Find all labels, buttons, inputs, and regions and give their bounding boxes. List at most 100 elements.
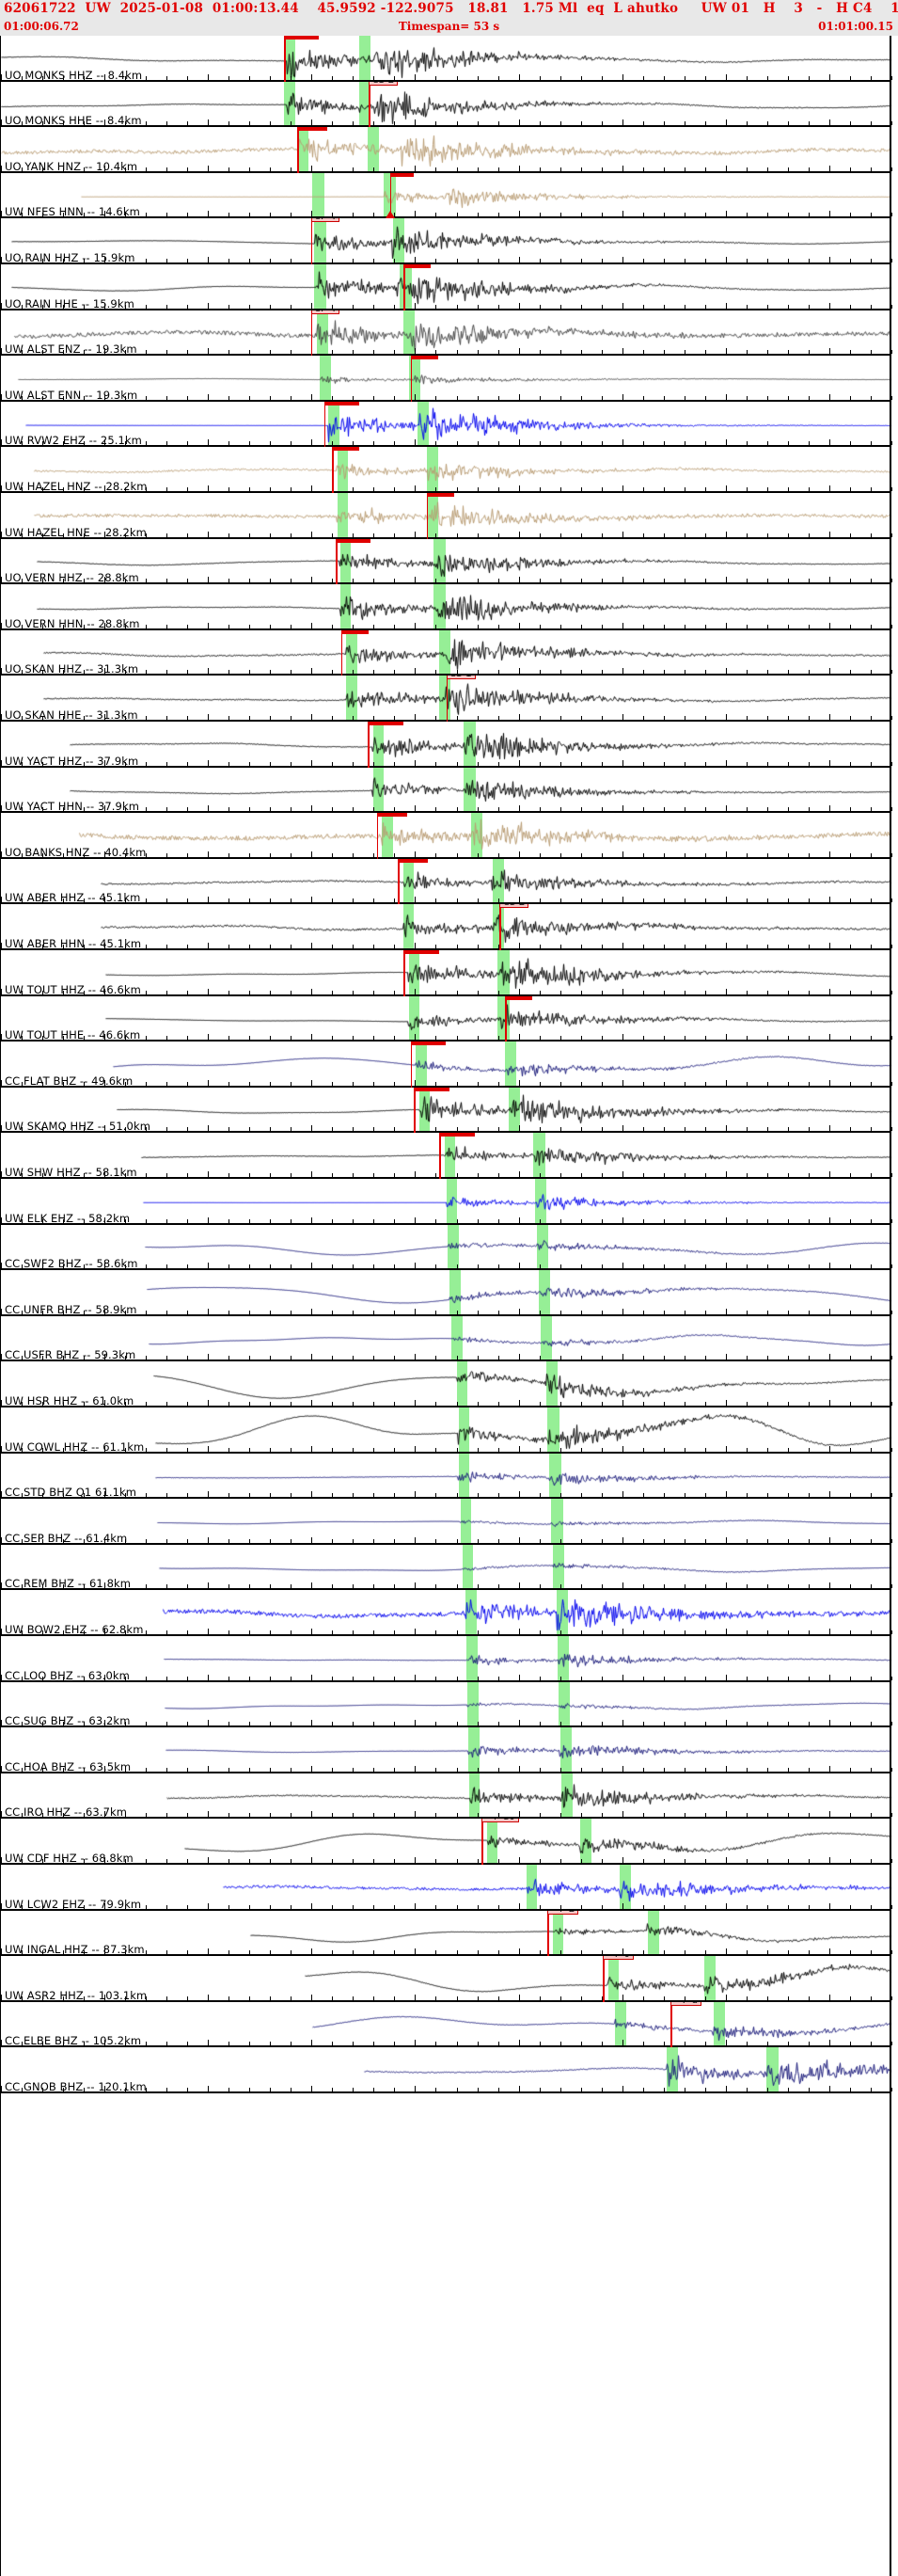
- trace-row[interactable]: CC HOA BHZ -- 63.5km: [0, 1727, 898, 1773]
- trace-row[interactable]: UO SKAN HHZ -- 31.3kmeP 2: [0, 629, 898, 676]
- pick-line[interactable]: [410, 1042, 413, 1088]
- trace-row[interactable]: UW SKAMO HHZ -- 51.0km* P d0: [0, 1087, 898, 1134]
- pick-line[interactable]: [426, 493, 429, 539]
- trace-row[interactable]: CC SWF2 BHZ -- 58.6km: [0, 1224, 898, 1271]
- pick-line[interactable]: [438, 1133, 441, 1179]
- trace-row[interactable]: UW ABER HHN -- 45.1kmeS 2: [0, 904, 898, 950]
- pick-label[interactable]: * P d0: [323, 401, 360, 405]
- pick-line[interactable]: [403, 950, 405, 996]
- trace-row[interactable]: UW HAZEL HNE -- 28.2kmeS 2: [0, 493, 898, 539]
- trace-row[interactable]: UW ELK EHZ -- 58.2km: [0, 1179, 898, 1225]
- trace-row[interactable]: CC SUG BHZ -- 63.2km: [0, 1681, 898, 1728]
- pick-label[interactable]: * P d0: [438, 1133, 475, 1137]
- pick-label[interactable]: * P c0: [284, 36, 319, 40]
- pick-label[interactable]: * P d0: [403, 950, 439, 954]
- trace-row[interactable]: UW COWL HHZ -- 61.1km: [0, 1407, 898, 1454]
- pick-line[interactable]: [368, 722, 370, 768]
- trace-row[interactable]: UW HAZEL HNZ -- 28.2kmeP 3: [0, 447, 898, 493]
- pick-label[interactable]: eS 2: [499, 904, 529, 909]
- pick-label[interactable]: iP d1: [376, 813, 407, 818]
- pick-line[interactable]: [398, 858, 400, 905]
- trace-row[interactable]: UW CDF HHZ -- 68.8km* P d0: [0, 1819, 898, 1865]
- pick-label[interactable]: * P d0: [414, 1087, 450, 1091]
- pick-line[interactable]: [369, 81, 370, 128]
- trace-row[interactable]: UO SKAN HHE -- 31.3kmeS 1: [0, 676, 898, 722]
- trace-row[interactable]: UO MONKS HHE -- 8.4kmeS 2: [0, 81, 898, 128]
- pick-line[interactable]: [310, 218, 313, 264]
- pick-line[interactable]: [389, 172, 392, 219]
- pick-label[interactable]: iS 1: [389, 172, 415, 177]
- pick-label[interactable]: eP 4: [310, 310, 340, 314]
- trace-row[interactable]: UW LCW2 EHZ -- 79.9km: [0, 1865, 898, 1911]
- pick-label[interactable]: eS 2: [505, 995, 533, 1000]
- pick-label[interactable]: * P c0: [336, 538, 370, 543]
- trace-row[interactable]: UW ALST ENN -- 19.3kmeS 2: [0, 356, 898, 402]
- pick-line[interactable]: [336, 538, 338, 585]
- trace-row[interactable]: UW SHW HHZ -- 58.1km* P d0: [0, 1133, 898, 1179]
- pick-label[interactable]: eP 4: [310, 218, 340, 223]
- trace-row[interactable]: UW TOUT HHE -- 46.6kmeS 2: [0, 995, 898, 1042]
- trace-row[interactable]: CC FLAT BHZ -- 49.6km* P d0: [0, 1042, 898, 1088]
- trace-row[interactable]: UW HSR HHZ -- 61.0km: [0, 1361, 898, 1407]
- pick-line[interactable]: [310, 310, 313, 357]
- trace-row[interactable]: UW ALST ENZ -- 19.3kmeP 4: [0, 310, 898, 357]
- pick-line[interactable]: [414, 1087, 416, 1134]
- pick-line[interactable]: [297, 127, 299, 173]
- pick-line[interactable]: [670, 2001, 672, 2048]
- trace-row[interactable]: UW INGAL HHZ -- 87.3km* P 2: [0, 1910, 898, 1957]
- trace-row[interactable]: UW BOW2 EHZ -- 62.8km: [0, 1590, 898, 1636]
- trace-row[interactable]: CC UNFR BHZ -- 58.9km: [0, 1270, 898, 1316]
- trace-row[interactable]: CC GNOB BHZ -- 120.1km: [0, 2047, 898, 2093]
- trace-row[interactable]: UW NFES HNN -- 14.6kmiS 1: [0, 172, 898, 219]
- pick-line[interactable]: [340, 629, 343, 676]
- trace-row[interactable]: UO VERN HHZ -- 28.8km* P c0: [0, 538, 898, 585]
- trace-row[interactable]: CC USFR BHZ -- 59.3km: [0, 1315, 898, 1362]
- trace-row[interactable]: UW TOUT HHZ -- 46.6km* P d0: [0, 950, 898, 996]
- trace-row[interactable]: CC ELBE BHZ -- 105.2km* P d: [0, 2001, 898, 2048]
- pick-line[interactable]: [446, 676, 449, 722]
- pick-label[interactable]: eS 2: [403, 264, 432, 268]
- pick-label[interactable]: iP d1: [297, 127, 328, 132]
- pick-line[interactable]: [284, 36, 286, 82]
- pick-label[interactable]: * P d: [670, 2001, 702, 2006]
- pick-line[interactable]: [603, 1956, 605, 2002]
- pick-label[interactable]: iP d1: [398, 858, 429, 863]
- pick-label[interactable]: * P d1: [368, 722, 403, 725]
- trace-row[interactable]: UO RAIN HHE -- 15.9kmeS 2: [0, 264, 898, 310]
- trace-panel[interactable]: UO MONKS HHZ -- 8.4km* P c0UO MONKS HHE …: [0, 36, 898, 2576]
- trace-row[interactable]: CC REM BHZ -- 61.8km: [0, 1544, 898, 1591]
- pick-label[interactable]: eS 2: [426, 493, 454, 497]
- trace-row[interactable]: UW ABER HHZ -- 45.1kmiP d1: [0, 858, 898, 905]
- pick-line[interactable]: [376, 813, 379, 859]
- trace-row[interactable]: CC LOO BHZ -- 63.0km: [0, 1636, 898, 1682]
- trace-row[interactable]: CC STD BHZ Q1 61.1km: [0, 1453, 898, 1500]
- pick-line[interactable]: [499, 904, 501, 950]
- trace-row[interactable]: UW RVW2 EHZ -- 25.1km* P d0: [0, 401, 898, 448]
- pick-line[interactable]: [481, 1819, 483, 1865]
- pick-line[interactable]: [323, 401, 326, 448]
- pick-line[interactable]: [332, 447, 334, 493]
- trace-row[interactable]: UW YACT HHZ -- 37.9km* P d1: [0, 722, 898, 768]
- trace-row[interactable]: CC IRO HHZ -- 63.7km: [0, 1773, 898, 1820]
- trace-row[interactable]: UW ASR2 HHZ -- 103.1km* P 0: [0, 1956, 898, 2002]
- trace-row[interactable]: UO VERN HHN -- 28.8km: [0, 584, 898, 630]
- trace-row[interactable]: UO MONKS HHZ -- 8.4km* P c0: [0, 36, 898, 82]
- trace-row[interactable]: CC SEP BHZ -- 61.4km: [0, 1499, 898, 1545]
- pick-label[interactable]: eS 1: [446, 676, 476, 680]
- pick-label[interactable]: * P 2: [547, 1910, 579, 1915]
- pick-label[interactable]: * P d0: [410, 1042, 447, 1046]
- trace-row[interactable]: UW YACT HHN -- 37.9km: [0, 767, 898, 814]
- pick-label[interactable]: * P 0: [603, 1956, 635, 1961]
- pick-label[interactable]: eS 2: [369, 81, 399, 86]
- trace-row[interactable]: UO YANK HNZ -- 10.4kmiP d1: [0, 127, 898, 173]
- trace-row[interactable]: UO RAIN HHZ -- 15.9kmeP 4: [0, 218, 898, 264]
- pick-line[interactable]: [410, 356, 413, 402]
- pick-label[interactable]: eP 2: [340, 629, 369, 634]
- pick-label[interactable]: * P d0: [481, 1819, 519, 1823]
- pick-line[interactable]: [403, 264, 405, 310]
- pick-line[interactable]: [505, 995, 507, 1042]
- pick-line[interactable]: [547, 1910, 550, 1957]
- pick-label[interactable]: eP 3: [332, 447, 360, 452]
- trace-row[interactable]: UO BANKS HNZ -- 40.4kmiP d1: [0, 813, 898, 859]
- pick-label[interactable]: eS 2: [410, 356, 438, 360]
